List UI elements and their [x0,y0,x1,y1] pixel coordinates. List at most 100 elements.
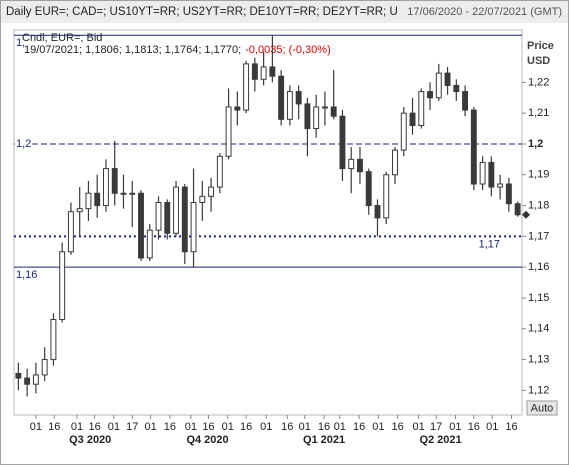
x-tick-label: 01 [145,421,157,433]
x-tick-label: 16 [392,421,404,433]
auto-button[interactable]: Auto [526,400,558,416]
candle-body [15,372,22,379]
candle-body [470,109,477,185]
candle-body [278,75,285,120]
candle-body [444,72,451,86]
candle-body [225,106,232,157]
candle-body [321,106,328,109]
x-tick-label: 01 [486,421,498,433]
last-price-marker [522,210,530,219]
candle-body [304,103,311,130]
x-tick-label: 01 [299,421,311,433]
candle-body [269,66,276,77]
y-tick-label: 1,14 [528,323,549,335]
y-tick-label: 1,19 [528,169,549,181]
x-tick-label: 16 [240,421,252,433]
candle-body [146,229,153,259]
header-range-bg [405,2,568,22]
x-tick-label: 01 [185,421,197,433]
candle-body [208,186,215,197]
candle-body [383,174,390,219]
candle-body [24,377,31,385]
y-tick-label: 1,21 [528,107,549,119]
legend-change: -0,0035; (-0,30%) [245,44,331,56]
candle-body [365,171,372,207]
x-tick-label: 16 [318,421,330,433]
y-tick-label: 1,15 [528,292,549,304]
candle-body [199,195,206,203]
header-title: Daily EUR=; CAD=; US10YT=RR; US2YT=RR; D… [6,6,398,18]
x-tick-label: 01 [413,421,425,433]
candle-body [94,192,101,207]
candle-body [243,63,250,111]
horizontal-line-label: 1,16 [16,269,37,281]
label-bg [15,137,33,150]
candle-body [400,112,407,151]
candle-body [50,319,57,361]
candle-body [41,359,48,376]
legend-ohlc: 19/07/2021; 1,1806; 1,1813; 1,1764; 1,17… [24,44,241,56]
candle-body [339,115,346,170]
candle-body [479,161,486,185]
candle-body [435,72,442,99]
y-tick-label: 1,12 [528,384,549,396]
candle-body [111,168,118,194]
candle-body [295,91,302,105]
x-tick-label: 01 [372,421,384,433]
x-tick-label: 16 [164,421,176,433]
candle-body [67,211,74,253]
candle-body [348,158,355,170]
x-tick-label: 17 [430,421,442,433]
candle-body [32,374,39,385]
horizontal-line-label: 1, [16,37,25,49]
candle-body [357,158,363,173]
candle-body [330,106,337,117]
auto-button-label[interactable]: Auto [531,402,554,414]
auto-button-box[interactable] [526,400,558,416]
x-tick-label: 01 [71,421,83,433]
plot-area [13,29,523,416]
candle-body [453,84,460,93]
candle-body [251,63,258,80]
candle-body [76,208,83,213]
candle-body [488,161,495,188]
candle-body [374,205,381,219]
candle-body [181,186,188,253]
candle-body [129,192,136,195]
horizontal-line-label: 1,2 [16,138,31,150]
y-tick-label: 1,17 [528,230,549,242]
candle-body [260,66,267,80]
legend-name: Cndl; EUR=; Bid [22,32,102,44]
x-tick-label: 01 [222,421,234,433]
candle-body [418,91,425,126]
x-tick-label: 01 [30,421,42,433]
x-tick-label: 16 [468,421,480,433]
x-tick-label: 17 [126,421,138,433]
candle-body [313,106,320,130]
candle-body [120,192,127,195]
candle-body [155,201,162,231]
x-tick-label: 01 [449,421,461,433]
candle-body [505,183,512,205]
x-tick-label: 16 [505,421,517,433]
y-unit: USD [527,55,550,67]
x-tick-label: 16 [353,421,365,433]
x-tick-label: 16 [202,421,214,433]
candle-body [497,183,504,188]
candle-body [409,112,416,126]
legend-values: 19/07/2021; 1,1806; 1,1813; 1,1764; 1,17… [24,44,331,56]
x-tick-label: 01 [260,421,272,433]
candle-body [427,91,433,99]
y-tick-label: 1,2 [528,138,543,150]
y-tick-label: 1,13 [528,353,549,365]
horizontal-line-label: 1,17 [479,238,500,250]
candle-body [216,155,223,188]
candle-body [462,91,469,111]
candle-body [514,203,521,216]
y-title: Price [527,40,554,52]
candle-body [392,149,398,176]
y-tick-label: 1,16 [528,261,549,273]
candle-body [138,192,144,259]
